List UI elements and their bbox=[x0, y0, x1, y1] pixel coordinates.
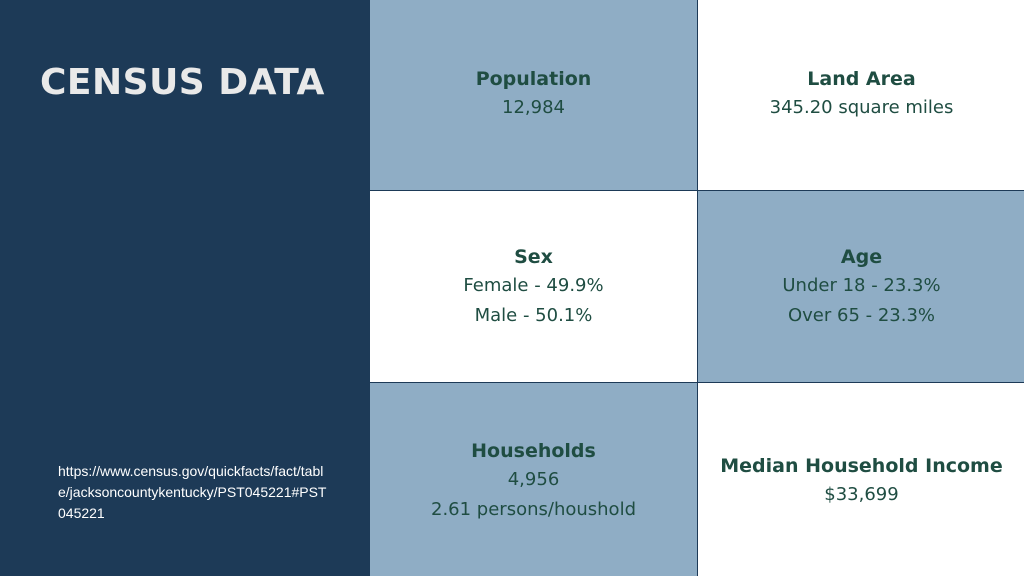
households-cell: Households 4,956 2.61 persons/houshold bbox=[370, 383, 697, 576]
age-heading: Age bbox=[840, 245, 883, 268]
age-cell: Age Under 18 - 23.3% Over 65 - 23.3% bbox=[698, 191, 1024, 382]
population-value: 12,984 bbox=[502, 97, 565, 118]
sex-cell: Sex Female - 49.9% Male - 50.1% bbox=[370, 191, 697, 382]
stats-grid: Population 12,984 Land Area 345.20 squar… bbox=[370, 0, 1024, 576]
land-area-value: 345.20 square miles bbox=[769, 97, 954, 118]
population-cell: Population 12,984 bbox=[370, 0, 697, 190]
income-heading: Median Household Income bbox=[720, 454, 1003, 477]
source-url: https://www.census.gov/quickfacts/fact/t… bbox=[58, 463, 327, 521]
households-heading: Households bbox=[471, 439, 596, 462]
left-panel: CENSUS DATA https://www.census.gov/quick… bbox=[0, 0, 370, 576]
page-title: CENSUS DATA bbox=[40, 62, 325, 103]
age-under-18: Under 18 - 23.3% bbox=[782, 274, 941, 296]
sex-heading: Sex bbox=[514, 245, 553, 268]
land-area-cell: Land Area 345.20 square miles bbox=[698, 0, 1024, 190]
age-over-65: Over 65 - 23.3% bbox=[787, 304, 936, 326]
income-cell: Median Household Income $33,699 bbox=[698, 383, 1024, 576]
households-count: 4,956 bbox=[507, 468, 560, 490]
households-size: 2.61 persons/houshold bbox=[431, 498, 636, 520]
land-area-heading: Land Area bbox=[807, 68, 916, 90]
income-value: $33,699 bbox=[824, 483, 899, 505]
population-heading: Population bbox=[475, 68, 592, 90]
sex-male: Male - 50.1% bbox=[474, 304, 593, 326]
sex-female: Female - 49.9% bbox=[463, 274, 604, 296]
